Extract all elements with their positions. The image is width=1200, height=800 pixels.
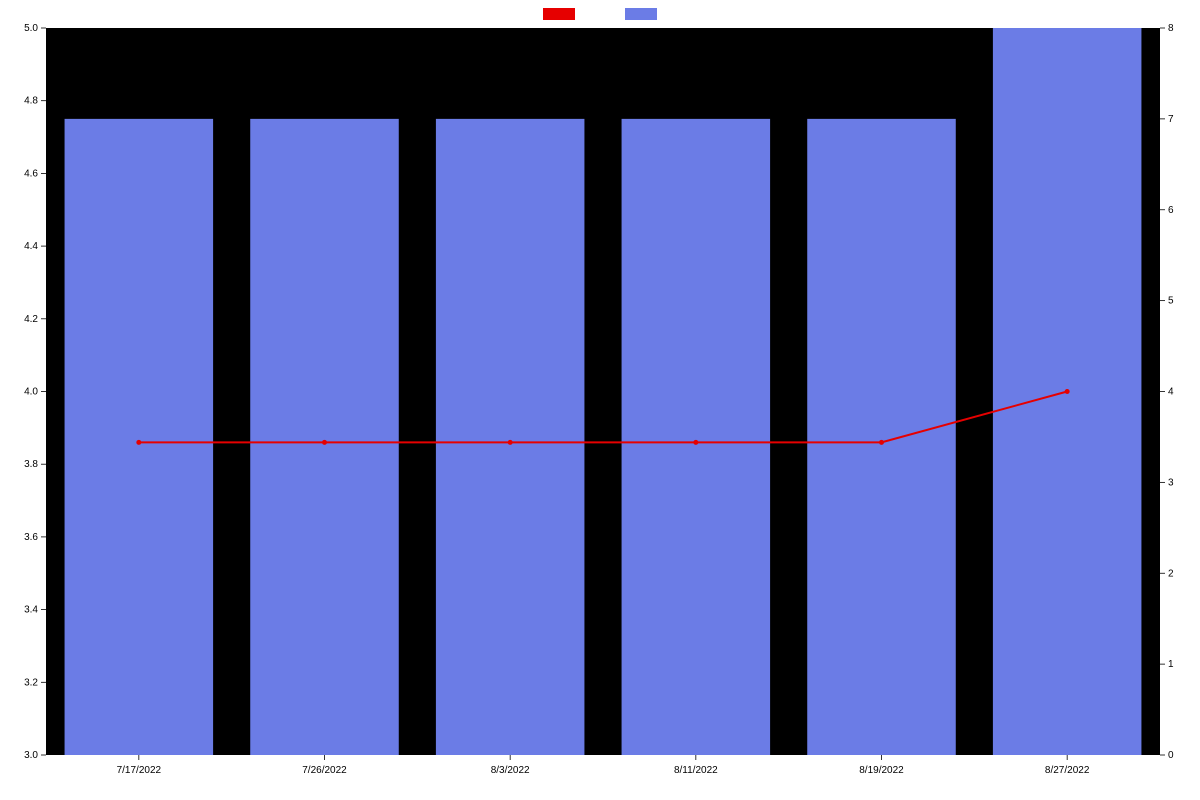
- ytick-left-label: 3.6: [24, 532, 38, 543]
- ytick-left-label: 4.2: [24, 314, 38, 325]
- ytick-right-label: 2: [1168, 568, 1174, 579]
- ytick-left-label: 4.0: [24, 387, 38, 398]
- line-marker: [693, 440, 698, 445]
- xtick-label: 7/17/2022: [117, 765, 162, 776]
- line-marker: [508, 440, 513, 445]
- bar: [250, 119, 399, 755]
- xtick-label: 8/3/2022: [491, 765, 530, 776]
- xtick-label: 8/27/2022: [1045, 765, 1090, 776]
- line-marker: [879, 440, 884, 445]
- dual-axis-chart: 3.0 3.2 3.4 3.6 3.8 4.0 4.2 4.4 4.6 4.8 5.0 0 1 2 3 4 5 6…: [0, 0, 1200, 800]
- ytick-left-label: 3.4: [24, 605, 38, 616]
- legend-swatch: [625, 8, 657, 20]
- ytick-left-label: 3.0: [24, 750, 38, 761]
- ytick-right-label: 1: [1168, 659, 1174, 670]
- line-marker: [1065, 389, 1070, 394]
- xtick-label: 8/11/2022: [674, 765, 718, 776]
- xtick-label: 7/26/2022: [302, 765, 347, 776]
- ytick-left-label: 3.8: [24, 459, 38, 470]
- legend-swatch: [543, 8, 575, 20]
- ytick-right-label: 7: [1168, 114, 1174, 125]
- bar: [807, 119, 956, 755]
- chart-container: 3.0 3.2 3.4 3.6 3.8 4.0 4.2 4.4 4.6 4.8 5.0 0 1 2 3 4 5 6…: [0, 0, 1200, 800]
- ytick-left-label: 3.2: [24, 677, 38, 688]
- xtick-label: 8/19/2022: [859, 765, 904, 776]
- bar: [622, 119, 771, 755]
- ytick-right-label: 3: [1168, 477, 1174, 488]
- bar: [65, 119, 214, 755]
- ytick-right-label: 6: [1168, 205, 1174, 216]
- ytick-right-label: 8: [1168, 23, 1174, 34]
- ytick-right-label: 5: [1168, 296, 1174, 307]
- ytick-right-label: 0: [1168, 750, 1174, 761]
- line-marker: [322, 440, 327, 445]
- ytick-left-label: 4.6: [24, 168, 38, 179]
- bar: [436, 119, 585, 755]
- ytick-right-label: 4: [1168, 387, 1174, 398]
- line-marker: [136, 440, 141, 445]
- ytick-left-label: 4.4: [24, 241, 38, 252]
- ytick-left-label: 4.8: [24, 96, 38, 107]
- ytick-left-label: 5.0: [24, 23, 38, 34]
